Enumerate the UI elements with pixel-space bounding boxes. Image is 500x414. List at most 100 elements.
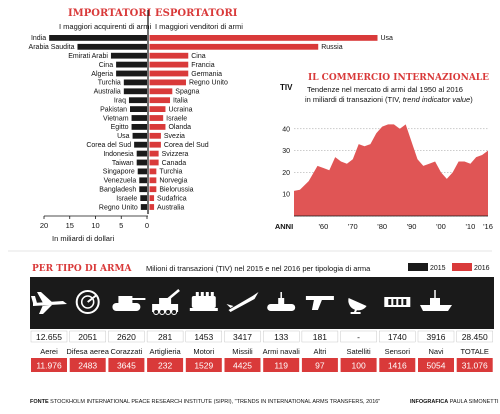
export-bar-regno-unito (149, 79, 186, 86)
types-subtitle: Milioni di transazioni (TIV) nel 2015 e … (146, 264, 371, 273)
importers-title: IMPORTATORI (68, 8, 152, 19)
import-bar-label: Egitto (111, 124, 129, 131)
import-bar-india (49, 35, 147, 41)
export-bar-ucraina (149, 106, 166, 112)
export-bar-label: Corea del Sud (164, 142, 209, 149)
import-bar-algeria (116, 70, 147, 77)
trend-y-tick-label: 20 (282, 170, 290, 177)
import-bar-venezuela (139, 177, 147, 184)
fighter-jet-icon (31, 292, 67, 314)
export-bar-label: Italia (173, 98, 188, 105)
value-2016: 97 (315, 361, 325, 371)
import-bar-label: Pakistan (100, 106, 127, 113)
value-2016-cell (301, 358, 338, 372)
value-2015: 133 (274, 332, 288, 342)
value-2016-cell (147, 358, 184, 372)
trend-x-tick-label: '16 (483, 222, 493, 231)
value-2015: 281 (158, 332, 172, 342)
footer-source: FONTE STOCKHOLM INTERNATIONAL PEACE RESE… (30, 399, 380, 405)
import-bar-label: Regno Unito (99, 204, 138, 211)
export-bar-label: Ucraina (168, 106, 192, 113)
export-bar-label: Germania (191, 71, 222, 78)
import-bar-label: Venezuela (104, 178, 137, 185)
trend-x-tick-label: ANNI (275, 222, 293, 231)
import-bar-arabia-saudita (77, 43, 147, 50)
weapon-type-label: Altri (313, 347, 326, 356)
value-2016-cell (69, 358, 106, 372)
exporters-bars: Usa Russia Cina Francia Germania Regno Unito S… (149, 35, 393, 211)
value-2015: 3916 (427, 332, 446, 342)
value-2015-cell (340, 330, 377, 343)
value-2015: 28.450 (462, 332, 488, 342)
export-bar-label: Svizzera (162, 151, 189, 158)
export-bar-canada (149, 159, 159, 166)
import-bar-label: Israele (116, 195, 137, 202)
import-bar-bangladesh (139, 186, 147, 193)
value-2016-cell (263, 358, 300, 372)
trend-title: IL COMMERCIO INTERNAZIONALE (308, 73, 489, 83)
legend-2015-swatch (408, 263, 428, 271)
importers-tick-label: 0 (145, 221, 149, 230)
value-2015-cell (224, 330, 261, 343)
value-2016: 3645 (117, 361, 136, 371)
value-2015-cell (379, 330, 416, 343)
value-2016: 31.076 (462, 361, 488, 371)
footer-credit: INFOGRAFICA PAULA SIMONETTI (410, 399, 499, 405)
export-bar-label: Francia (191, 62, 214, 69)
exporters-subtitle: I maggiori venditori di armi (155, 22, 243, 31)
export-bar-olanda (149, 124, 166, 130)
import-bar-taiwan (136, 159, 147, 166)
value-2016: 100 (352, 361, 366, 371)
export-bar-bielorussia (149, 186, 157, 193)
value-2016: 4425 (233, 361, 252, 371)
value-2016-cell (456, 358, 493, 372)
importers-axis-label: In miliardi di dollari (52, 234, 114, 243)
value-2015: 3417 (233, 332, 252, 342)
value-2015: 1453 (194, 332, 213, 342)
value-2015-cell (263, 330, 300, 343)
trend-subtitle-line2: in miliardi di transazioni (TIV, trend i… (305, 95, 473, 104)
tank-icon (112, 296, 146, 311)
export-bar-label: Regno Unito (189, 80, 228, 87)
legend-2016-label: 2016 (474, 265, 490, 272)
value-2016: 119 (274, 361, 288, 371)
trend-x-tick-label: '00 (436, 222, 446, 231)
export-bar-francia (149, 61, 189, 68)
ship-icon (420, 290, 452, 311)
weapon-type-label: Difesa aerea (66, 347, 109, 356)
import-bar-label: Australia (94, 89, 121, 96)
import-bar-israele (140, 195, 147, 201)
import-bar-label: Usa (117, 133, 130, 140)
value-2015-cell (146, 330, 184, 343)
value-2015-cell (30, 330, 68, 343)
weapon-type-label: Navi (428, 347, 443, 356)
import-bar-vietnam (131, 115, 147, 121)
import-bar-iraq (128, 97, 147, 104)
weapon-type-label: Corazzati (111, 347, 143, 356)
import-bar-label: Taiwan (112, 160, 134, 167)
trend-y-tick-label: 10 (282, 192, 290, 199)
export-bar-label: Israele (166, 115, 187, 122)
missile-icon (226, 292, 259, 312)
export-bar-corea-del-sud (149, 141, 161, 148)
import-bar-label: Arabia Saudita (29, 44, 75, 51)
value-2016-cell (31, 358, 67, 372)
importers-tick-label: 20 (40, 221, 48, 230)
export-bar-label: Norvegia (159, 178, 187, 185)
import-bar-cina (116, 61, 147, 68)
value-2016: 1529 (194, 361, 213, 371)
sensor-icon (384, 297, 411, 307)
export-bar-label: Turchia (159, 169, 182, 176)
value-2015: - (357, 332, 360, 342)
export-bar-label: Spagna (175, 89, 199, 96)
weapon-type-label: Sensori (385, 347, 411, 356)
import-bar-label: Iraq (114, 98, 126, 105)
trend-y-unit: TIV (280, 83, 293, 92)
value-2015-cell (301, 330, 339, 343)
import-bar-label: India (31, 35, 46, 42)
legend-2015-label: 2015 (430, 265, 446, 272)
export-bar-turchia (149, 168, 157, 175)
value-2016-cell (108, 358, 145, 372)
import-bar-label: Turchia (98, 80, 121, 87)
